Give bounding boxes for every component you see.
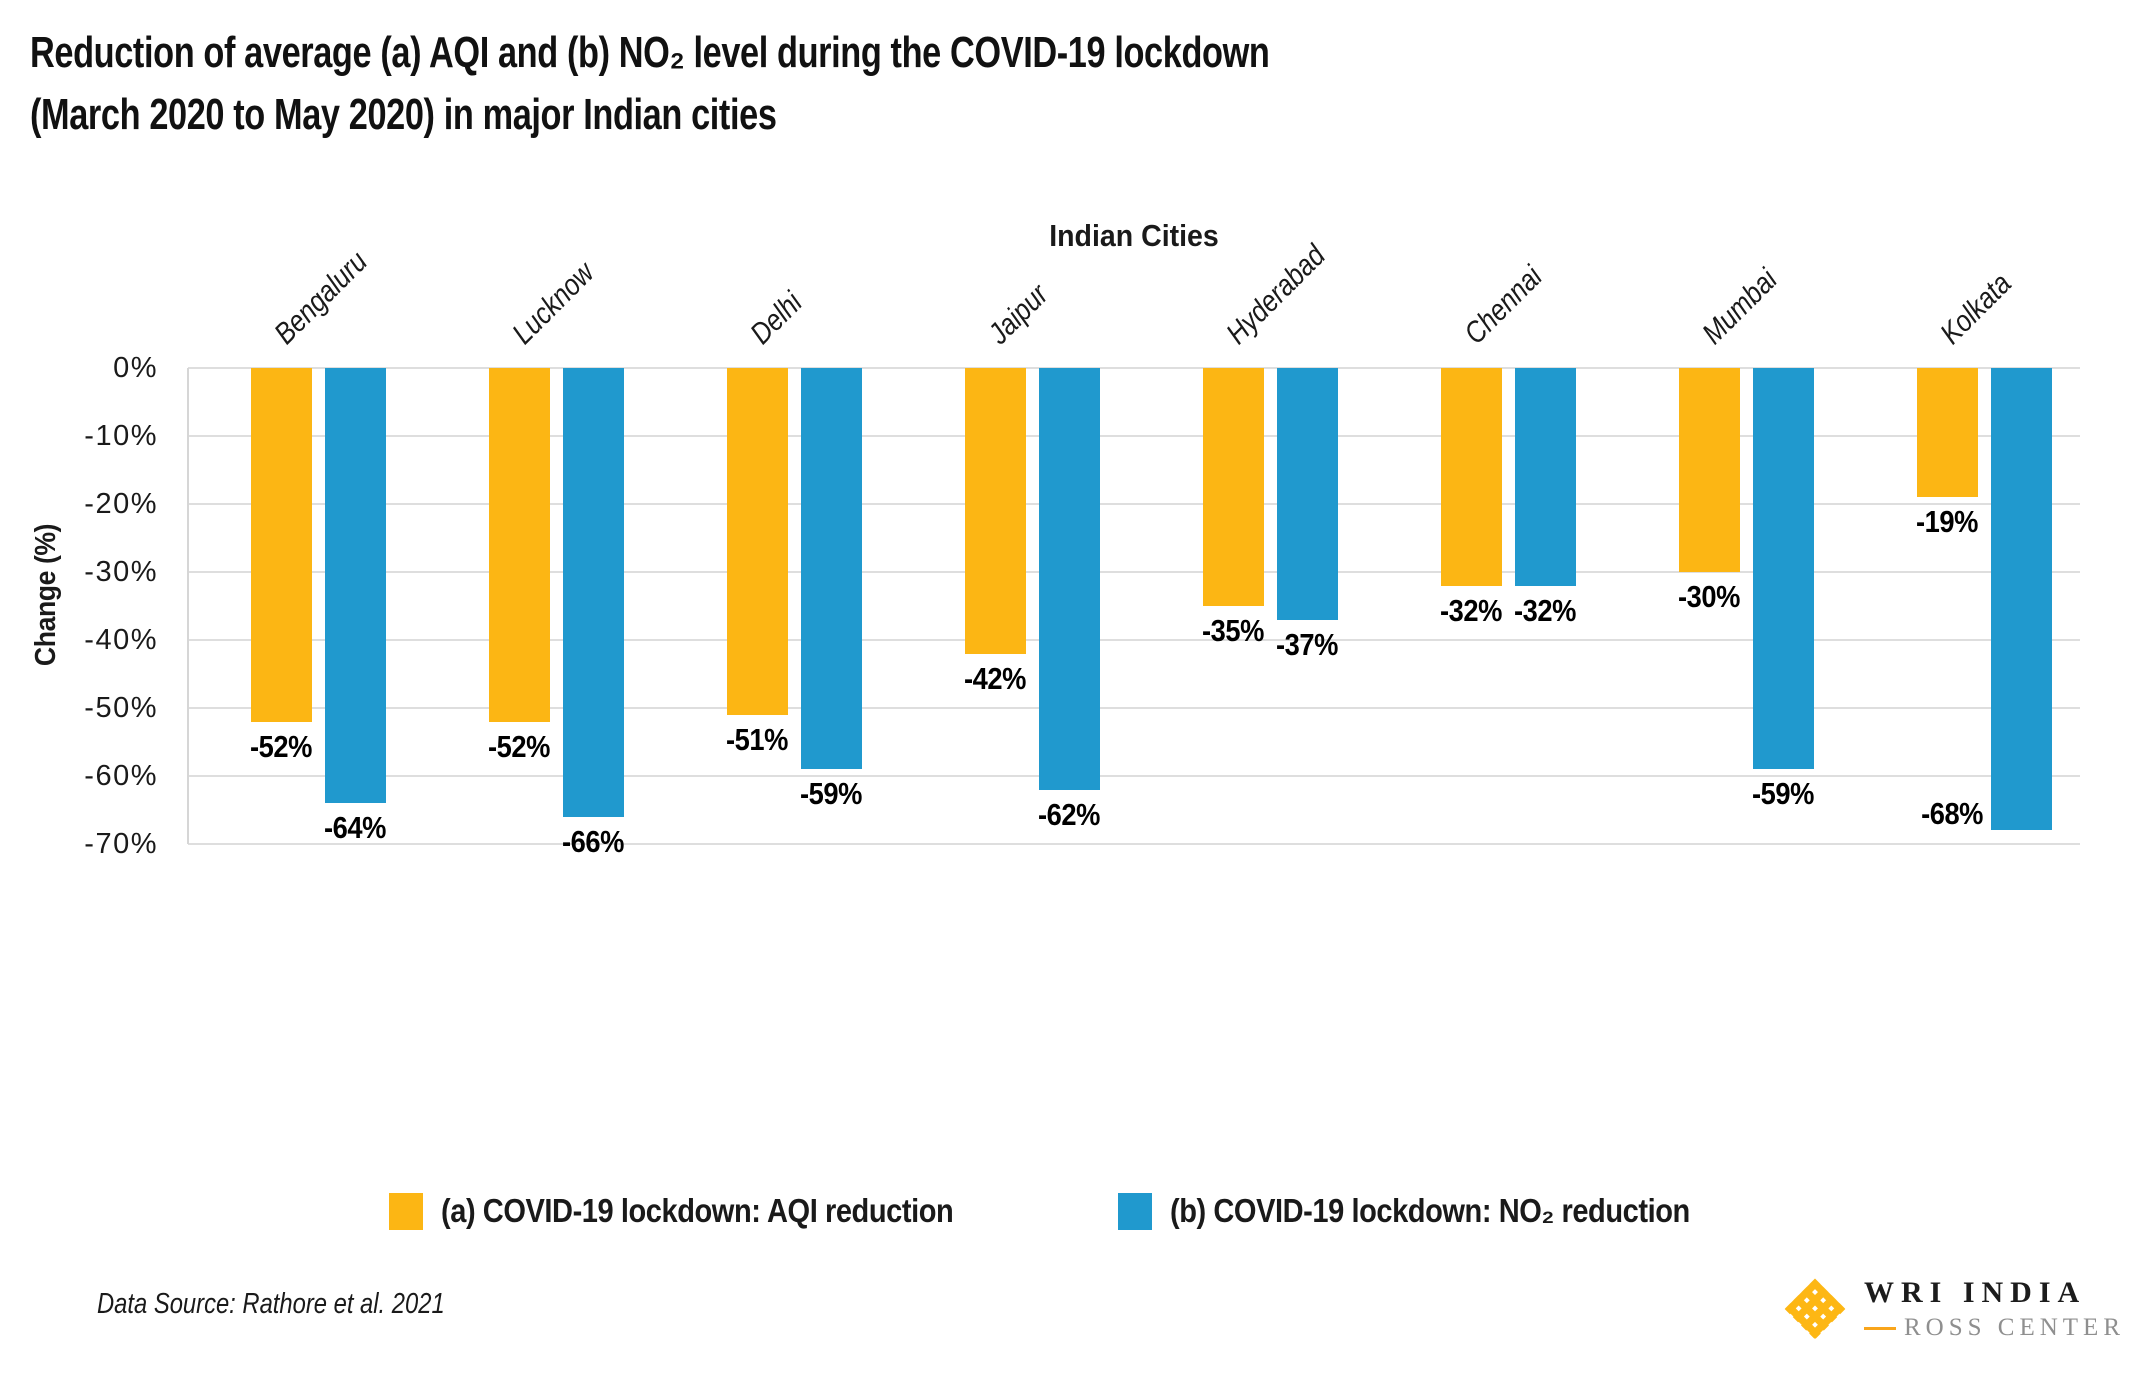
value-label-aqi-bengaluru: -52% <box>250 728 312 764</box>
value-label-aqi-lucknow: -52% <box>488 728 550 764</box>
wri-logo-text: WRI INDIA ROSS CENTER <box>1864 1276 2125 1342</box>
bar-no2-lucknow <box>562 368 624 817</box>
bar-no2-mumbai <box>1752 368 1814 770</box>
bar-aqi-delhi <box>726 368 788 715</box>
city-label-lucknow: Lucknow <box>506 256 601 351</box>
city-label-hyderabad: Hyderabad <box>1220 239 1332 351</box>
gridline--40% <box>188 639 2080 641</box>
value-label-no2-chennai: -32% <box>1514 592 1576 628</box>
x-axis-title: Indian Cities <box>1049 218 1219 253</box>
value-label-aqi-mumbai: -30% <box>1678 579 1740 614</box>
legend-label-no2: (b) COVID-19 lockdown: NO₂ reduction <box>1169 1192 1690 1229</box>
value-label-aqi-delhi: -51% <box>726 721 788 757</box>
y-tick-label-0%: 0% <box>113 352 158 384</box>
value-label-aqi-jaipur: -42% <box>964 660 1026 696</box>
gridline--30% <box>188 571 2080 573</box>
bar-no2-bengaluru <box>324 368 386 804</box>
wri-logo-subrow: ROSS CENTER <box>1864 1314 2125 1342</box>
city-label-bengaluru: Bengaluru <box>268 245 374 351</box>
gridline--20% <box>188 503 2080 505</box>
bar-aqi-mumbai <box>1678 368 1740 572</box>
city-label-chennai: Chennai <box>1458 260 1549 351</box>
chart-title-line2: (March 2020 to May 2020) in major Indian… <box>30 90 777 139</box>
bar-aqi-jaipur <box>964 368 1026 654</box>
value-label-aqi-chennai: -32% <box>1440 592 1502 628</box>
bar-no2-chennai <box>1514 368 1576 586</box>
y-tick-label--60%: -60% <box>84 760 158 792</box>
y-tick-label--70%: -70% <box>84 828 158 860</box>
city-label-jaipur: Jaipur <box>982 278 1055 351</box>
value-label-no2-delhi: -59% <box>800 776 862 812</box>
y-axis-line <box>187 368 189 844</box>
value-label-no2-hyderabad: -37% <box>1276 626 1338 662</box>
city-label-kolkata: Kolkata <box>1934 267 2018 351</box>
legend-swatch-no2 <box>1117 1192 1152 1230</box>
y-tick-label--20%: -20% <box>84 488 158 520</box>
legend-item-no2: (b) COVID-19 lockdown: NO₂ reduction <box>1117 1192 1761 1230</box>
bar-aqi-lucknow <box>488 368 550 722</box>
wri-logo-org: WRI INDIA <box>1864 1276 2087 1309</box>
wri-weave-icon <box>1784 1278 1846 1339</box>
gridline--70% <box>188 843 2080 845</box>
bar-aqi-bengaluru <box>250 368 312 722</box>
city-label-mumbai: Mumbai <box>1696 263 1784 351</box>
y-tick-label--40%: -40% <box>84 624 158 656</box>
value-label-no2-bengaluru: -64% <box>324 810 386 846</box>
value-label-no2-kolkata: -68% <box>1920 796 1983 832</box>
value-label-no2-lucknow: -66% <box>562 823 624 859</box>
wri-logo-dash <box>1864 1326 1896 1330</box>
data-source-note: Data Source: Rathore et al. 2021 <box>97 1288 445 1320</box>
wri-logo: WRI INDIA ROSS CENTER <box>1782 1272 2125 1346</box>
bar-no2-hyderabad <box>1276 368 1338 620</box>
y-tick-label--10%: -10% <box>84 420 158 452</box>
wri-logo-sub: ROSS CENTER <box>1904 1314 2126 1341</box>
value-label-aqi-kolkata: -19% <box>1916 504 1978 540</box>
y-tick-label--30%: -30% <box>84 556 158 588</box>
value-label-no2-jaipur: -62% <box>1038 796 1100 832</box>
gridline--50% <box>188 707 2080 709</box>
value-label-aqi-hyderabad: -35% <box>1202 613 1264 648</box>
gridline--60% <box>188 775 2080 777</box>
chart-title-line1: Reduction of average (a) AQI and (b) NO₂… <box>30 28 1270 77</box>
legend: (a) COVID-19 lockdown: AQI reduction (b)… <box>0 1192 2149 1230</box>
gridline-0% <box>188 367 2080 369</box>
bar-no2-kolkata <box>1990 368 2052 831</box>
bar-aqi-hyderabad <box>1202 368 1264 606</box>
bar-aqi-chennai <box>1440 368 1502 586</box>
bar-aqi-kolkata <box>1916 368 1978 498</box>
city-label-delhi: Delhi <box>744 286 809 351</box>
chart-title: Reduction of average (a) AQI and (b) NO₂… <box>30 22 1270 146</box>
legend-label-aqi: (a) COVID-19 lockdown: AQI reduction <box>440 1192 954 1229</box>
bar-no2-delhi <box>800 368 862 770</box>
y-tick-label--50%: -50% <box>84 692 158 724</box>
legend-swatch-aqi <box>388 1192 423 1230</box>
bar-no2-jaipur <box>1038 368 1100 790</box>
gridline--10% <box>188 435 2080 437</box>
legend-item-aqi: (a) COVID-19 lockdown: AQI reduction <box>388 1192 1023 1230</box>
value-label-no2-mumbai: -59% <box>1752 776 1814 812</box>
